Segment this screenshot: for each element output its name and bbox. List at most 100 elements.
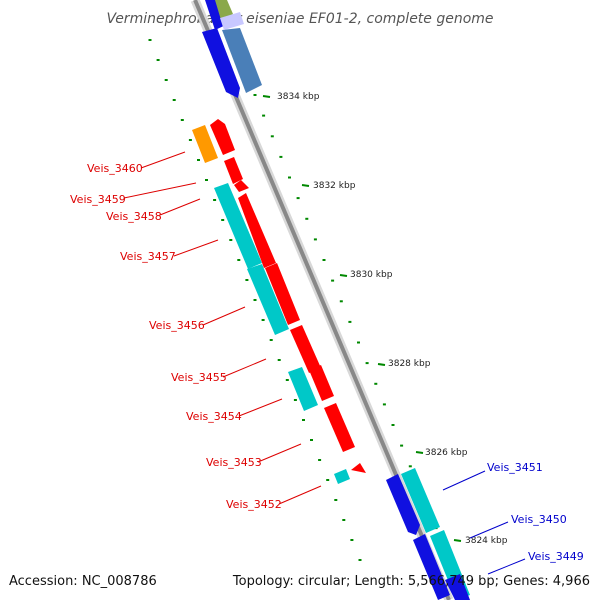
gene-label[interactable]: Veis_3456 — [149, 319, 205, 332]
track-dot — [270, 135, 274, 138]
gene-label[interactable]: Veis_3452 — [226, 498, 282, 511]
track-dot — [313, 238, 317, 241]
track-dot — [205, 179, 208, 181]
gene-label[interactable]: Veis_3454 — [186, 410, 242, 423]
track-dot — [293, 399, 297, 401]
track-dot — [357, 341, 360, 344]
track-dot — [318, 459, 322, 461]
track-dot — [261, 319, 265, 321]
track-dot — [339, 300, 343, 303]
track-dot — [213, 199, 217, 201]
track-dot — [288, 176, 291, 179]
track-dot — [229, 239, 233, 241]
track-dot — [342, 519, 346, 521]
track-dot — [269, 339, 273, 341]
track-dot — [262, 114, 266, 117]
gene-feature[interactable] — [192, 125, 218, 163]
track-dot — [188, 139, 192, 141]
track-dot — [296, 197, 300, 200]
track-dot — [310, 439, 313, 441]
gene-feature[interactable] — [334, 469, 350, 484]
left-leader-lines — [123, 151, 322, 505]
track-dot — [382, 403, 386, 406]
tick-mark — [415, 451, 424, 454]
gene-label[interactable]: Veis_3449 — [528, 550, 584, 563]
ruler-labels: 3834 kbp 3832 kbp 3830 kbp 3828 kbp 3826… — [277, 92, 508, 546]
track-dot — [302, 419, 305, 421]
gene-feature[interactable] — [214, 183, 262, 269]
track-dot — [180, 119, 184, 121]
gene-feature[interactable] — [386, 474, 420, 535]
track-dot — [156, 59, 160, 61]
tick-mark — [339, 274, 348, 277]
track-dot — [326, 479, 330, 481]
map-title: Verminephrobacter eiseniae EF01-2, compl… — [106, 11, 493, 27]
tick-mark — [301, 184, 310, 187]
tick-label: 3826 kbp — [425, 448, 468, 458]
gene-feature[interactable] — [234, 180, 249, 192]
gene-label[interactable]: Veis_3453 — [206, 456, 262, 469]
reverse-strand-features — [202, 0, 262, 98]
tick-label: 3834 kbp — [277, 92, 320, 102]
gene-feature[interactable] — [288, 367, 318, 411]
gene-feature[interactable] — [210, 119, 235, 155]
gene-feature[interactable] — [202, 28, 240, 98]
gene-feature[interactable] — [222, 28, 262, 93]
track-dot — [350, 539, 354, 541]
gene-feature[interactable] — [413, 534, 450, 600]
track-dot — [172, 99, 176, 101]
forward-features — [192, 119, 366, 484]
gene-label[interactable]: Veis_3451 — [487, 461, 543, 474]
left-gene-labels: Veis_3460 Veis_3459 Veis_3458 Veis_3457 … — [70, 162, 282, 511]
right-gene-labels: Veis_3451 Veis_3450 Veis_3449 — [487, 461, 584, 563]
track-dot — [348, 320, 352, 323]
track-dot — [322, 259, 326, 261]
track-dot — [305, 217, 309, 220]
tick-label: 3830 kbp — [350, 270, 393, 280]
track-dot — [358, 559, 362, 561]
track-dot — [365, 362, 369, 365]
gene-feature[interactable] — [238, 193, 276, 268]
track-dot — [197, 159, 200, 161]
accession-text: Accession: NC_008786 — [9, 574, 157, 589]
track-dot — [245, 279, 249, 281]
right-features — [386, 468, 470, 600]
ruler-ticks — [262, 95, 462, 542]
gene-feature[interactable] — [220, 12, 244, 30]
track-dot — [279, 155, 283, 158]
track-dot — [285, 379, 289, 381]
tick-mark — [453, 539, 462, 542]
tick-mark — [262, 95, 271, 98]
track-dot — [277, 359, 281, 361]
gene-feature[interactable] — [445, 574, 470, 600]
gene-feature[interactable] — [247, 264, 289, 335]
gene-label[interactable]: Veis_3459 — [70, 193, 126, 206]
gene-label[interactable]: Veis_3450 — [511, 513, 567, 526]
gene-feature[interactable] — [265, 263, 300, 325]
gene-feature[interactable] — [324, 403, 355, 452]
track-dot — [374, 382, 378, 385]
tick-mark — [377, 363, 386, 366]
genome-summary: Topology: circular; Length: 5,566,749 bp… — [232, 574, 590, 589]
gene-feature[interactable] — [401, 468, 440, 533]
track-dot — [334, 499, 338, 501]
gene-feature[interactable] — [309, 365, 334, 401]
tick-label: 3828 kbp — [388, 359, 431, 369]
track-dot — [331, 279, 335, 282]
gene-label[interactable]: Veis_3460 — [87, 162, 143, 175]
track-dot — [253, 94, 257, 96]
track-dot — [400, 444, 404, 447]
gene-feature[interactable] — [351, 463, 366, 473]
track-dot — [164, 79, 168, 81]
track-dot — [408, 465, 412, 468]
track-dot — [148, 39, 152, 41]
gene-feature[interactable] — [224, 157, 243, 184]
gene-feature[interactable] — [215, 0, 233, 20]
tick-label: 3832 kbp — [313, 181, 356, 191]
gene-label[interactable]: Veis_3457 — [120, 250, 176, 263]
right-leader-lines — [442, 470, 526, 575]
gene-label[interactable]: Veis_3458 — [106, 210, 162, 223]
gene-feature[interactable] — [290, 325, 321, 373]
gene-label[interactable]: Veis_3455 — [171, 371, 227, 384]
